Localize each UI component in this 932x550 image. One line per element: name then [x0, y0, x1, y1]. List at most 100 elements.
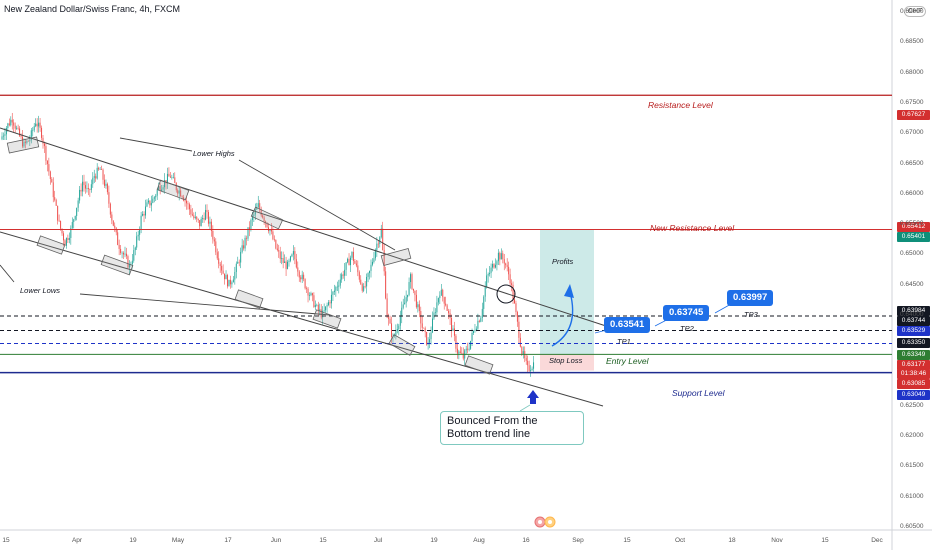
candle-body	[48, 164, 50, 172]
candle-body	[480, 317, 482, 322]
candle-body	[95, 176, 97, 179]
candle-body	[20, 135, 22, 137]
y-tick-label: 0.62500	[900, 401, 924, 409]
candle-body	[531, 368, 533, 371]
candle-body	[62, 233, 65, 241]
candle-body	[144, 206, 147, 216]
candle-body	[500, 253, 502, 260]
candle-body	[398, 325, 400, 330]
tp1-label: TP1	[617, 337, 631, 346]
candle-body	[1, 136, 3, 140]
candle-body	[153, 197, 155, 199]
candle-body	[408, 282, 410, 295]
candle-body	[515, 303, 517, 313]
candle-body	[166, 173, 168, 184]
candle-body	[388, 317, 390, 319]
candle-body	[251, 216, 253, 221]
candlestick-series	[1, 112, 535, 377]
candle-body	[325, 306, 327, 311]
x-tick-label: Sep	[572, 537, 584, 544]
candle-body	[184, 200, 186, 202]
candle-body	[108, 192, 110, 204]
candle-body	[316, 304, 318, 306]
y-tick-label: 0.65000	[900, 250, 924, 258]
candle-body	[158, 186, 160, 191]
candle-body	[489, 272, 491, 275]
candle-body	[257, 203, 259, 208]
candle-body	[83, 181, 85, 186]
candle-body	[420, 311, 422, 324]
candle-body	[174, 177, 176, 183]
candle-body	[19, 128, 21, 136]
candle-body	[206, 210, 208, 213]
candle-body	[10, 119, 12, 126]
y-tick-label: 0.62000	[900, 432, 924, 440]
candle-body	[470, 340, 472, 349]
candle-body	[234, 271, 236, 280]
candle-body	[423, 327, 425, 329]
candle-body	[436, 302, 438, 313]
candle-body	[235, 263, 237, 272]
candle-body	[61, 228, 63, 234]
touch-highlight-box	[380, 248, 412, 266]
candle-body	[355, 263, 357, 266]
lower-trend-line	[0, 231, 604, 407]
y-tick-label: 0.65500	[900, 220, 924, 228]
profit-arrow	[551, 291, 574, 347]
candle-body	[76, 207, 78, 217]
candle-body	[306, 288, 308, 289]
candle-body	[131, 260, 133, 265]
profit-arrow-head	[564, 284, 574, 298]
candle-body	[240, 251, 242, 263]
candle-body	[190, 209, 192, 215]
candle-body	[405, 297, 407, 303]
y-tick-label: 0.64500	[900, 280, 924, 288]
touch-highlight-box	[388, 334, 416, 356]
new-resistance-level-label: New Resistance Level	[650, 223, 735, 233]
candle-body	[247, 227, 249, 239]
candle-body	[155, 195, 157, 198]
tp3-label: TP3	[744, 310, 758, 319]
y-tick-label: 0.67500	[900, 98, 924, 106]
price-axis-label: 0.67627	[897, 110, 930, 120]
candle-body	[123, 252, 125, 255]
candle-body	[399, 316, 401, 326]
candle-body	[87, 188, 89, 190]
candle-body	[430, 332, 432, 340]
candle-body	[215, 241, 217, 253]
candle-body	[502, 253, 504, 260]
candle-body	[486, 275, 488, 287]
candle-body	[357, 265, 359, 273]
candle-body	[336, 286, 338, 288]
lower-highs-pointer	[119, 137, 193, 152]
x-tick-label: 15	[319, 537, 327, 544]
candle-body	[494, 264, 496, 268]
candle-body	[205, 210, 207, 220]
candle-body	[284, 261, 286, 263]
candle-body	[185, 200, 188, 204]
price-axis-label: 0.63049	[897, 390, 930, 400]
candle-body	[243, 245, 245, 249]
x-tick-label: Apr	[71, 537, 83, 544]
candle-body	[521, 346, 523, 355]
candle-body	[33, 126, 35, 131]
candle-body	[250, 220, 252, 229]
candle-body	[193, 215, 195, 219]
candle-body	[265, 221, 267, 223]
currency-badge[interactable]: CHF	[904, 6, 927, 17]
candle-body	[82, 181, 84, 192]
candle-body	[125, 253, 127, 257]
x-tick-label: Nov	[771, 537, 783, 544]
candle-body	[231, 282, 233, 285]
x-tick-label: May	[171, 537, 185, 544]
candle-body	[533, 362, 535, 369]
price-axis-label: 0.63177	[897, 360, 930, 370]
candle-body	[429, 339, 431, 343]
candle-body	[344, 269, 346, 276]
candle-body	[311, 293, 313, 296]
resistance-level-label: Resistance Level	[648, 100, 713, 110]
candle-body	[218, 258, 220, 264]
candle-body	[289, 256, 291, 261]
candle-body	[203, 218, 205, 220]
